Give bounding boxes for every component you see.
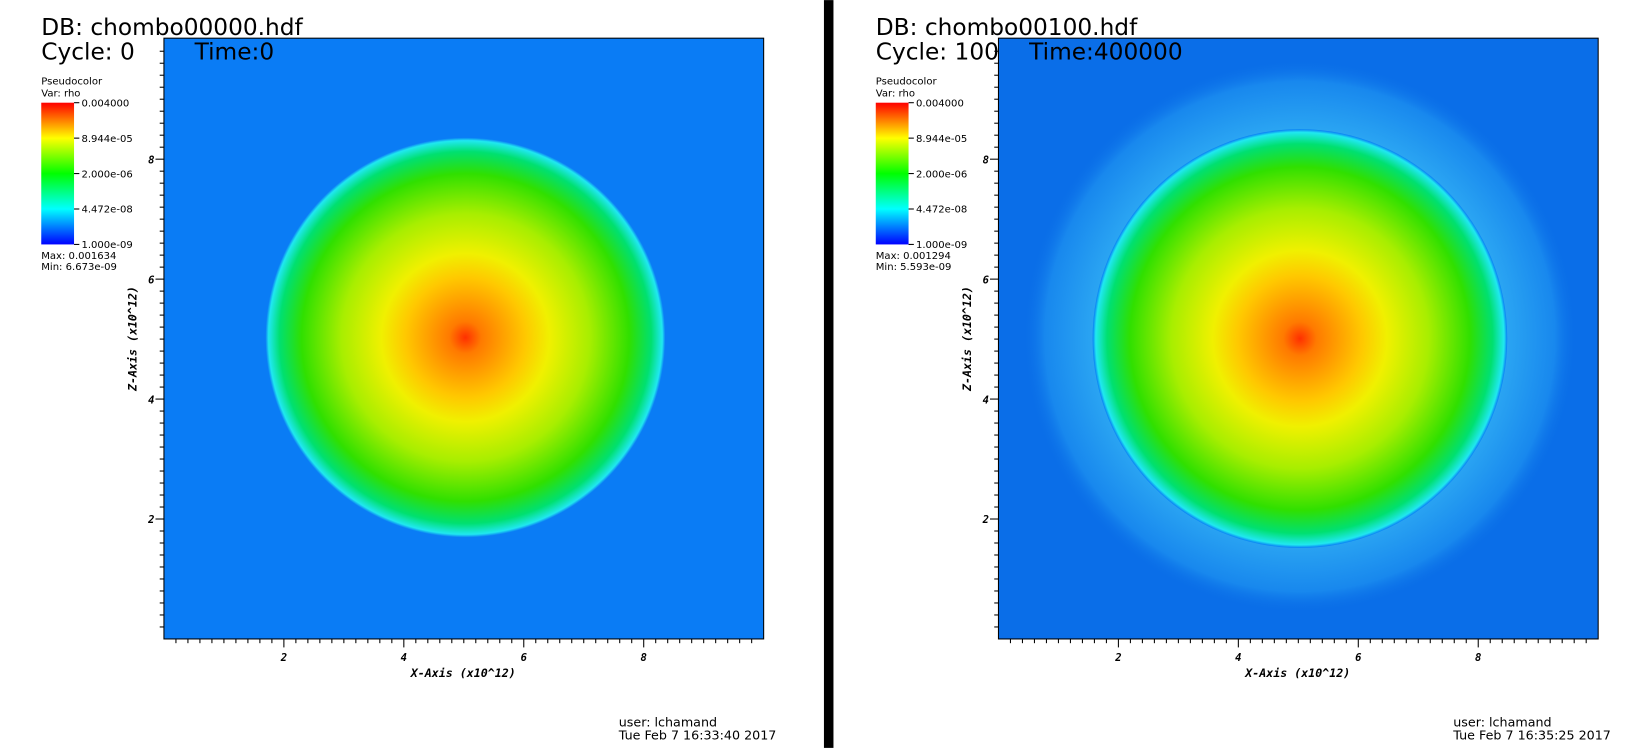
legend-min: Min: 5.593e-09 [876,262,952,273]
z-tick-label: 4 [983,394,989,406]
colorbar-label: 4.472e-08 [81,205,132,216]
colorbar-label: 4.472e-08 [916,205,967,216]
legend-title: Pseudocolor [876,77,938,88]
x-tick-label: 4 [1235,652,1241,664]
x-tick-label: 4 [401,652,407,664]
z-axis-title: Z-Axis (x10^12) [960,286,974,392]
x-axis-title: X-Axis (x10^12) [1244,666,1350,680]
colorbar-label: 0.004000 [916,98,964,109]
x-tick-label: 2 [1114,652,1121,664]
colorbar-label: 8.944e-05 [81,134,132,145]
colorbar-label: 2.000e-06 [81,169,132,180]
legend-min: Min: 6.673e-09 [41,262,117,273]
legend-max: Max: 0.001294 [876,251,951,262]
z-tick-label: 2 [982,514,989,526]
z-tick-label: 8 [148,154,154,166]
user: user: lchamand [1453,715,1551,730]
x-tick-label: 6 [1355,652,1362,664]
z-tick-label: 6 [148,274,155,286]
colorbar [41,102,75,245]
cycle: Cycle: 100 [876,38,999,65]
colorbar [875,102,909,245]
colorbar-label: 1.000e-09 [81,240,132,251]
density-blob [265,137,666,538]
z-axis-title: Z-Axis (x10^12) [125,286,139,392]
colorbar-label: 2.000e-06 [916,169,967,180]
db-name: DB: chombo00100.hdf [876,14,1138,41]
z-tick-label: 4 [148,394,154,406]
user: user: lchamand [619,715,717,730]
legend-max: Max: 0.001634 [41,251,116,262]
legend-title: Pseudocolor [41,77,103,88]
date: Tue Feb 7 16:35:25 2017 [1452,727,1611,742]
db-name: DB: chombo00000.hdf [41,14,303,41]
divider [823,0,834,748]
density-blob [1092,129,1508,548]
colorbar-label: 8.944e-05 [916,134,967,145]
cycle: Cycle: 0 [41,38,135,65]
z-tick-label: 8 [983,154,989,166]
z-tick-label: 6 [983,274,990,286]
time: Time:0 [194,38,275,65]
legend-var: Var: rho [876,88,915,99]
colorbar-label: 0.004000 [81,98,129,109]
x-axis-title: X-Axis (x10^12) [410,666,516,680]
z-tick-label: 2 [147,514,154,526]
x-tick-label: 8 [641,652,647,664]
time: Time:400000 [1028,38,1182,65]
x-tick-label: 6 [521,652,528,664]
date: Tue Feb 7 16:33:40 2017 [618,727,777,742]
legend-var: Var: rho [41,88,80,99]
colorbar-label: 1.000e-09 [916,240,967,251]
x-tick-label: 8 [1475,652,1481,664]
x-tick-label: 2 [280,652,287,664]
